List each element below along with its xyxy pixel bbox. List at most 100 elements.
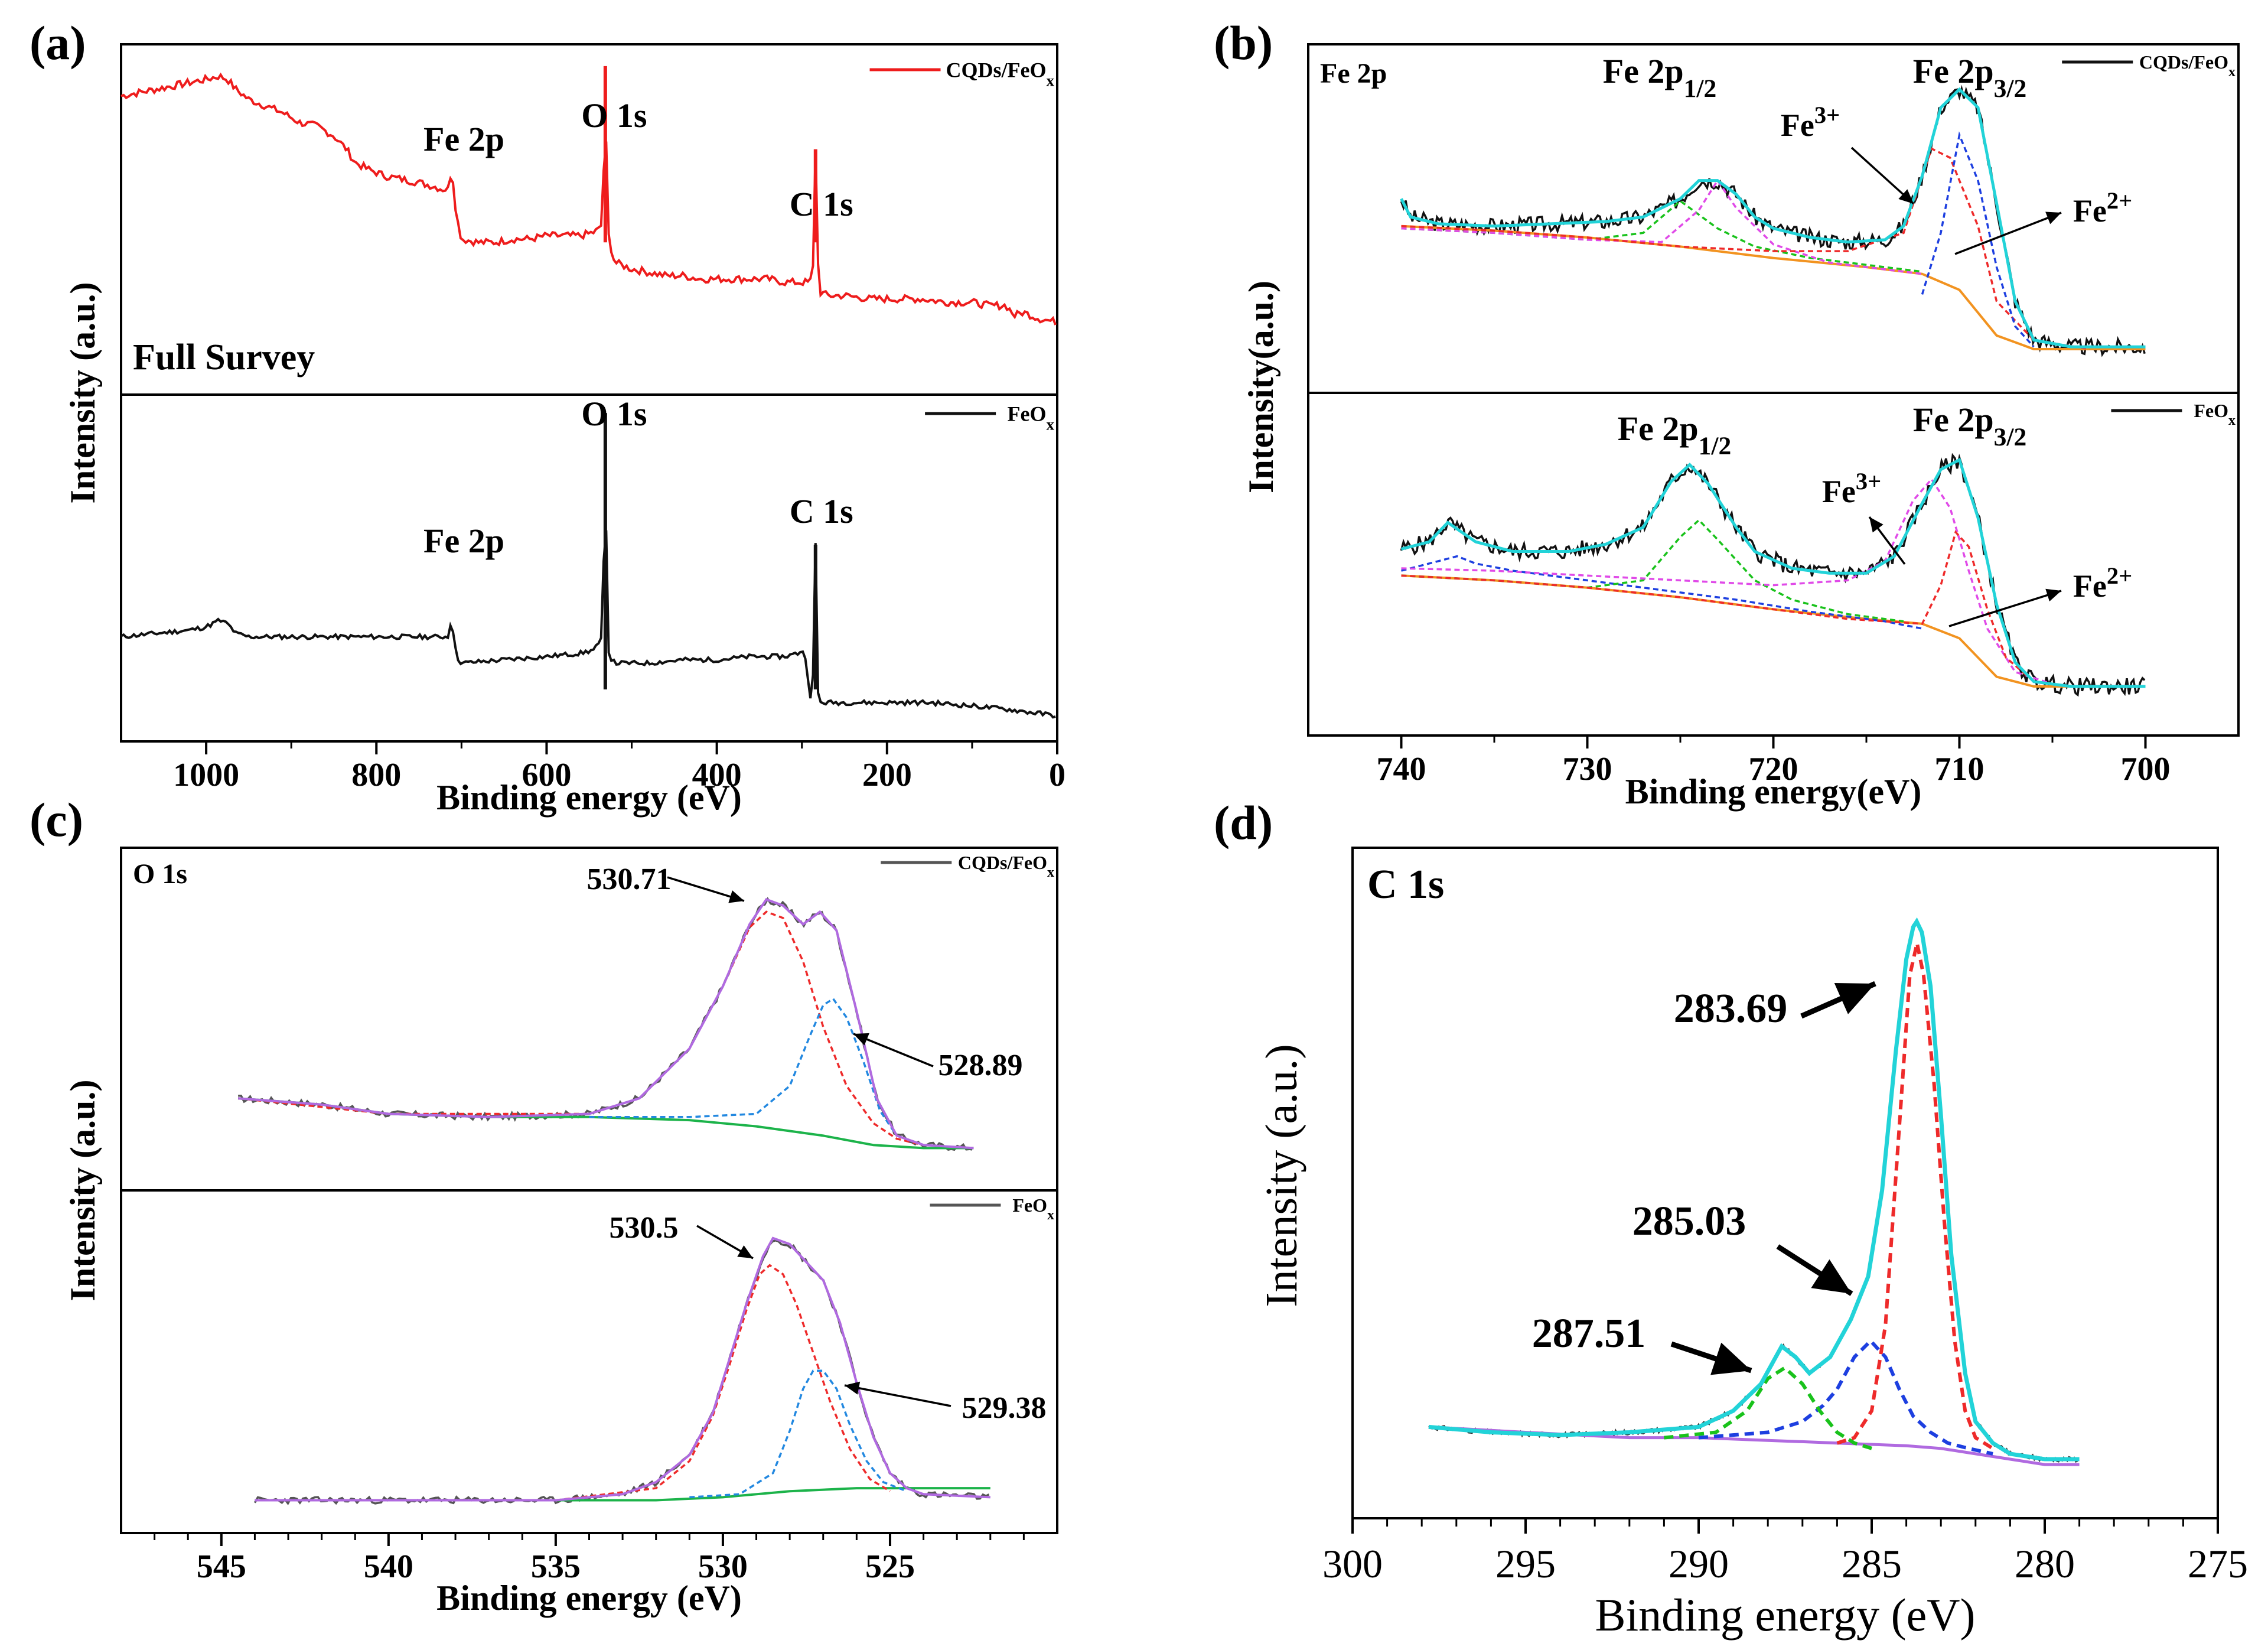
text-span: x [1047,416,1055,434]
text-span: 2+ [2107,562,2132,589]
label-fe2plus-top: Fe2+ [2073,187,2132,229]
arrow-fe2plus-top [1954,211,2062,255]
background-line [1401,574,2146,688]
y-axis-label: Intensity (a.u.) [1257,1044,1306,1307]
peak-label: O 1s [581,96,647,135]
fit-component [1401,555,1922,630]
x-tick-label: 740 [1377,751,1426,787]
legend-label: CQDs/FeOx [2139,51,2236,80]
label-fe2p32-bottom: Fe 2p3/2 [1913,401,2027,451]
text-span: Fe 2p [1913,401,1994,439]
axes-frame [1351,847,2219,1519]
x-tick-label: 1000 [173,757,239,793]
legend-label: FeOx [1008,402,1055,434]
arrow-head [2045,211,2061,224]
x-tick-label: 600 [522,757,571,793]
x-tick-label: 710 [1935,751,1984,787]
background-line [1428,1425,2080,1466]
x-tick-label: 290 [1669,1541,1729,1586]
label-fe3plus-top: Fe3+ [1781,102,1840,144]
fit-component [1401,178,1922,275]
panel-a: (a) Fe 2p O 1s C 1s Fe 2p O 1s C 1s Full Survey… [30,16,1065,817]
x-tick-label: 800 [351,757,401,793]
text-span: CQDs/FeO [958,852,1047,873]
text-span: 3/2 [1994,74,2027,103]
legend-label: FeOx [2194,400,2236,428]
background-line [237,1097,974,1150]
panel-label-b: (b) [1214,16,1273,70]
text-span: 1/2 [1684,74,1717,103]
text-span: CQDs/FeO [946,58,1047,82]
y-axis-label: Intensity(a.u.) [1241,281,1280,493]
peak-label-287-51: 287.51 [1532,1311,1646,1356]
peak-label: Fe 2p [423,120,504,158]
text-span: FeO [1012,1195,1047,1216]
panel-d: (d) C 1s 283.69 285.03 287.51 300 295 290 285 280… [1214,796,2248,1641]
fit-component [237,910,924,1146]
arrow-head [737,1245,753,1258]
envelope-fit [237,897,974,1150]
fit-component [555,1264,891,1502]
legend-label: CQDs/FeOx [958,852,1054,880]
text-span: Fe [2073,193,2107,229]
fit-component [1921,131,2035,348]
raw-spectrum [1400,453,2146,697]
x-tick-label: 280 [2015,1541,2075,1586]
x-tick-label: 200 [862,757,912,793]
x-tick-label: 275 [2188,1541,2248,1586]
x-axis-label: Binding energy (eV) [1595,1589,1975,1641]
annotation-o1s: O 1s [133,858,187,890]
annotation-full-survey: Full Survey [133,337,315,377]
x-tick-label: 0 [1049,757,1065,793]
fit-component [1401,200,1922,273]
x-tick-label: 525 [865,1548,915,1585]
raw-spectrum [238,897,973,1151]
survey-line-cqds-feox [120,72,1057,326]
x-tick-label: 730 [1563,751,1612,787]
arrow-529-38 [844,1384,951,1407]
arrow-head [853,1033,869,1046]
raw-spectrum [1400,84,2146,357]
panel-label-a: (a) [30,16,86,70]
peak-label-529-38: 529.38 [962,1391,1047,1425]
text-span: x [1047,1208,1054,1223]
fit-component [589,997,924,1146]
label-fe3plus-bottom: Fe3+ [1822,468,1881,510]
text-span: Fe 2p [1603,52,1684,90]
x-tick-label: 530 [698,1548,748,1585]
x-axis-label: Binding energy(eV) [1625,772,1922,811]
peak-label-283-69: 283.69 [1674,986,1788,1031]
peak-label-285-03: 285.03 [1632,1199,1746,1244]
y-axis-label: Intensity (a.u.) [63,1079,102,1301]
text-span: x [2228,64,2236,80]
panel-label-d: (d) [1214,796,1273,850]
envelope-fit [1428,917,2080,1462]
text-span: CQDs/FeO [2139,51,2228,73]
text-span: 3+ [1814,102,1840,128]
x-tick-label: 545 [197,1548,246,1585]
text-span: x [1047,865,1054,880]
envelope-fit [1400,87,2146,349]
x-tick-label: 535 [531,1548,581,1585]
peak-label-530-5: 530.5 [610,1211,679,1245]
text-span: Fe [2073,568,2107,604]
envelope-fit [255,1236,990,1502]
arrow-head [1710,1342,1751,1375]
text-span: Fe [1781,108,1814,143]
survey-line-feox [120,530,1056,719]
axes-frame [1307,43,2240,737]
peak-label: O 1s [581,395,647,433]
y-axis-label: Intensity (a.u.) [63,282,102,503]
label-fe2p12-top: Fe 2p1/2 [1603,52,1717,103]
arrow-head [845,1381,861,1395]
fit-component [1401,147,2090,350]
x-tick-label: 720 [1749,751,1798,787]
text-span: x [1047,72,1055,90]
x-tick-label: 540 [364,1548,413,1585]
arrow-fe2plus-bottom [1948,590,2062,627]
peak-label: C 1s [790,185,853,223]
text-span: Fe 2p [1913,52,1994,90]
arrow-head [1834,983,1875,1014]
axes-frame [120,43,1058,743]
